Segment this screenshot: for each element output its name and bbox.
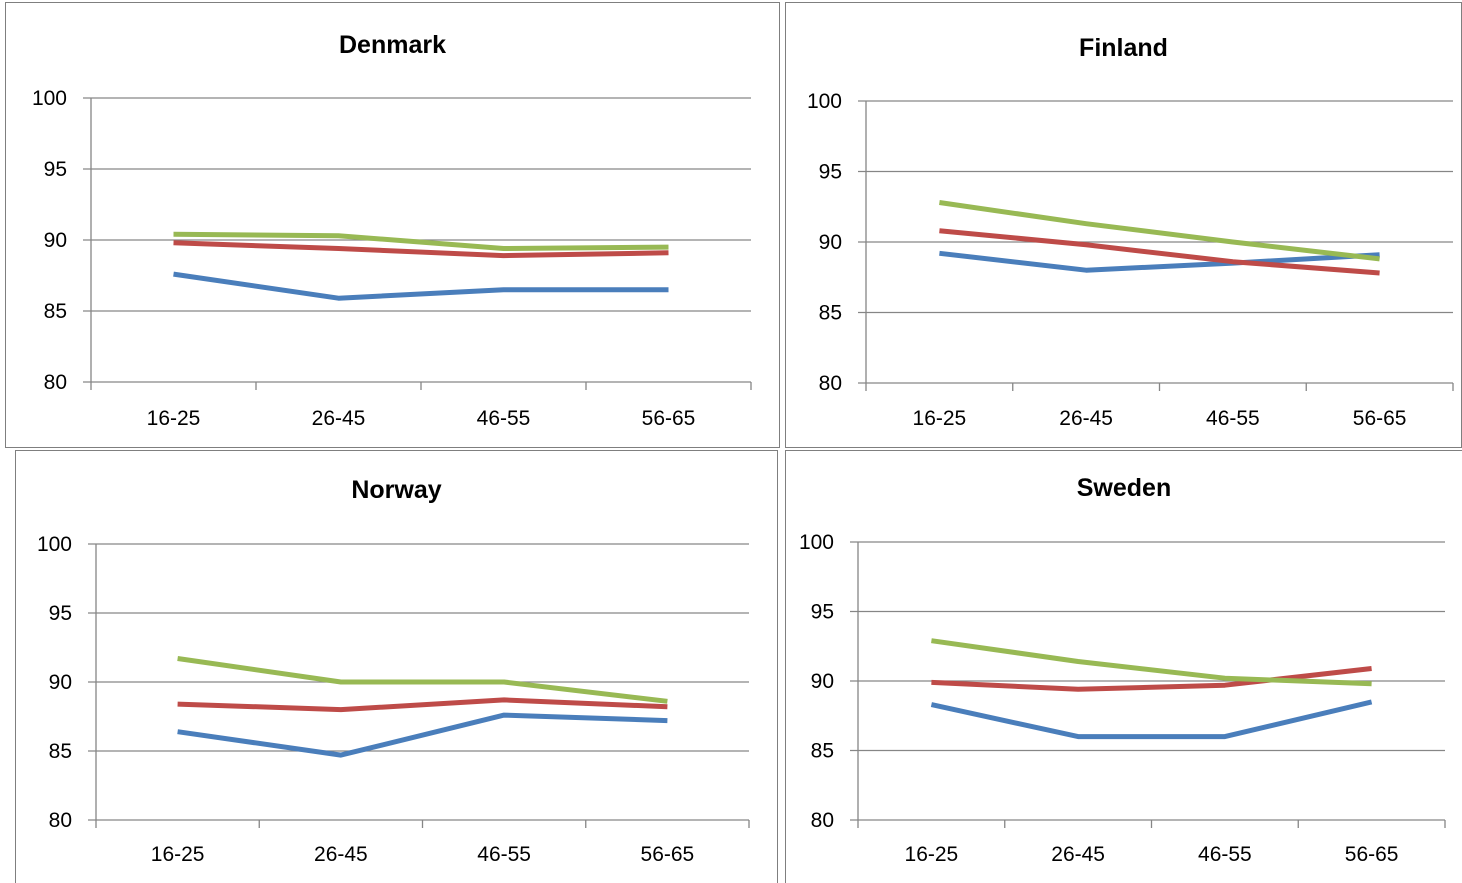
y-tick-label: 85 xyxy=(811,740,834,763)
chart-plot-norway: 80 85 90 95 100 16-25 26-45 46-55 56-65 xyxy=(37,533,750,866)
y-tick-label: 100 xyxy=(37,533,72,556)
chart-plot-finland: 80 85 90 95 100 16-25 26-45 46-55 56-65 xyxy=(807,90,1454,430)
series-line-1 xyxy=(930,699,1373,740)
x-tick-label: 56-65 xyxy=(641,843,695,866)
y-tick-label: 95 xyxy=(49,602,72,625)
chart-plot-sweden: 80 85 90 95 100 16-25 26-45 46-55 56-65 xyxy=(799,531,1446,866)
chart-title: Norway xyxy=(351,476,442,504)
series-line-3 xyxy=(939,200,1380,262)
series-line-1 xyxy=(177,712,668,758)
chart-panel-sweden: Sweden 80 85 90 95 100 16-25 26-45 46-55 56-65 xyxy=(785,450,1462,883)
series-line-1 xyxy=(173,271,669,301)
y-tick-label: 90 xyxy=(44,229,67,252)
y-tick-label: 85 xyxy=(44,300,67,323)
y-tick-label: 100 xyxy=(807,90,842,113)
chart-title: Denmark xyxy=(339,31,446,59)
chart-title: Sweden xyxy=(1076,474,1172,502)
chart-panel-denmark: Denmark 80 85 90 95 100 16-25 26-45 46-55 56-65 xyxy=(5,2,780,448)
y-tick-label: 95 xyxy=(819,161,842,184)
x-tick-label: 56-65 xyxy=(1345,843,1399,866)
series-line-3 xyxy=(173,231,669,251)
y-tick-label: 90 xyxy=(819,231,842,254)
x-tick-label: 46-55 xyxy=(477,843,531,866)
series-line-3 xyxy=(931,638,1372,687)
x-tick-label: 16-25 xyxy=(905,843,959,866)
y-tick-label: 80 xyxy=(49,809,72,832)
x-tick-label: 26-45 xyxy=(1059,407,1113,430)
x-tick-label: 16-25 xyxy=(913,407,967,430)
y-tick-label: 85 xyxy=(819,302,842,325)
chart-panel-finland: Finland 80 85 90 95 100 16-25 26-45 46-55 56-65 xyxy=(785,2,1462,448)
y-tick-label: 80 xyxy=(819,372,842,395)
y-tick-label: 80 xyxy=(44,371,67,394)
y-tick-label: 90 xyxy=(811,670,834,693)
series-line-2 xyxy=(177,697,668,713)
series-line-3 xyxy=(177,656,668,704)
series-line-2 xyxy=(931,666,1372,692)
chart-title: Finland xyxy=(1079,34,1168,62)
y-tick-label: 80 xyxy=(811,809,834,832)
y-tick-label: 95 xyxy=(44,158,67,181)
x-tick-label: 46-55 xyxy=(477,407,531,430)
x-tick-label: 56-65 xyxy=(1353,407,1407,430)
x-tick-label: 26-45 xyxy=(1051,843,1105,866)
x-tick-label: 46-55 xyxy=(1206,407,1260,430)
x-tick-label: 56-65 xyxy=(642,407,696,430)
y-tick-label: 95 xyxy=(811,601,834,624)
x-tick-label: 46-55 xyxy=(1198,843,1252,866)
y-tick-label: 100 xyxy=(799,531,834,554)
chart-panel-norway: Norway 80 85 90 95 100 16-25 26-45 46-55 56-65 xyxy=(15,450,778,883)
y-tick-label: 85 xyxy=(49,740,72,763)
x-tick-label: 16-25 xyxy=(151,843,205,866)
series-line-2 xyxy=(939,228,1380,276)
series-line-1 xyxy=(939,250,1380,273)
x-tick-label: 26-45 xyxy=(314,843,368,866)
y-tick-label: 100 xyxy=(32,87,67,110)
y-tick-label: 90 xyxy=(49,671,72,694)
x-tick-label: 26-45 xyxy=(312,407,366,430)
chart-plot-denmark: 80 85 90 95 100 16-25 26-45 46-55 56-65 xyxy=(32,87,752,430)
x-tick-label: 16-25 xyxy=(147,407,201,430)
series-line-2 xyxy=(173,240,669,259)
